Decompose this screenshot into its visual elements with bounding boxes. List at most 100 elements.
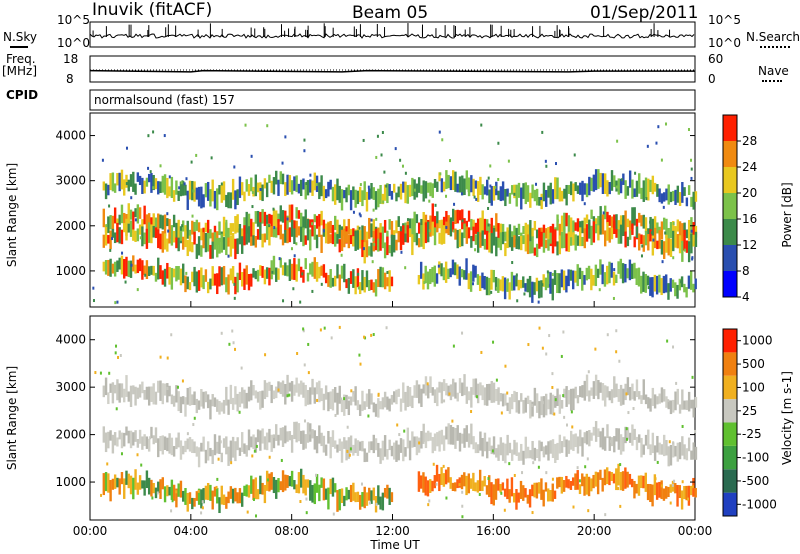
power-echo-mark xyxy=(601,218,605,235)
velocity-echo-mark xyxy=(399,438,403,453)
velocity-scatter-mark xyxy=(170,509,173,513)
velocity-echo-mark xyxy=(302,430,305,450)
velocity-echo-mark xyxy=(676,442,679,462)
power-scatter-mark xyxy=(320,282,323,286)
velocity-echo-mark xyxy=(569,430,573,450)
velocity-echo-mark xyxy=(456,392,459,402)
power-echo-mark xyxy=(628,230,632,240)
power-echo-mark xyxy=(336,264,339,279)
power-echo-mark xyxy=(662,217,666,230)
velocity-echo-mark xyxy=(665,486,668,499)
power-echo-mark xyxy=(395,192,398,202)
power-echo-mark xyxy=(327,275,330,287)
power-echo-mark xyxy=(197,186,201,207)
power-echo-mark xyxy=(633,236,636,248)
velocity-echo-mark xyxy=(594,374,598,396)
velocity-echo-mark xyxy=(656,435,659,453)
power-scatter-mark xyxy=(672,222,675,226)
power-echo-mark xyxy=(494,276,498,291)
velocity-echo-mark xyxy=(268,381,271,391)
power-echo-mark xyxy=(299,266,303,278)
power-echo-mark xyxy=(390,276,394,287)
power-echo-mark xyxy=(565,184,568,206)
velocity-echo-mark xyxy=(408,440,412,461)
velocity-echo-mark xyxy=(311,484,314,503)
power-echo-mark xyxy=(327,181,330,197)
power-echo-mark xyxy=(533,220,537,231)
power-scatter-mark xyxy=(295,242,298,246)
power-echo-mark xyxy=(569,269,573,281)
power-echo-mark xyxy=(281,265,285,276)
power-echo-mark xyxy=(334,215,337,230)
velocity-echo-mark xyxy=(309,387,312,405)
velocity-echo-mark xyxy=(676,484,679,507)
power-echo-mark xyxy=(370,242,373,257)
power-scatter-mark xyxy=(613,268,616,272)
power-echo-mark xyxy=(177,237,180,252)
power-scatter-mark xyxy=(401,164,404,168)
velocity-echo-mark xyxy=(565,439,568,457)
velocity-echo-mark xyxy=(356,491,360,503)
velocity-echo-mark xyxy=(665,440,668,456)
velocity-echo-mark xyxy=(272,434,276,449)
power-ytick-label: 3000 xyxy=(55,174,86,188)
velocity-echo-mark xyxy=(490,445,493,455)
velocity-echo-mark xyxy=(599,382,602,393)
velocity-echo-mark xyxy=(299,380,303,395)
power-scatter-mark xyxy=(650,231,653,235)
power-echo-mark xyxy=(227,237,230,247)
power-echo-mark xyxy=(132,171,135,192)
power-scatter-mark xyxy=(513,192,516,196)
velocity-echo-mark xyxy=(419,475,423,489)
power-echo-mark xyxy=(182,181,185,196)
power-echo-mark xyxy=(687,185,691,195)
velocity-echo-mark xyxy=(504,393,507,406)
velocity-echo-mark xyxy=(569,480,573,490)
power-echo-mark xyxy=(211,179,214,202)
velocity-echo-mark xyxy=(647,397,650,409)
velocity-scatter-mark xyxy=(427,503,430,507)
power-echo-mark xyxy=(240,228,244,241)
velocity-scatter-mark xyxy=(266,478,269,482)
power-echo-mark xyxy=(370,183,373,199)
power-scatter-mark xyxy=(690,158,693,162)
power-echo-mark xyxy=(615,274,618,284)
velocity-echo-mark xyxy=(424,432,428,449)
velocity-echo-mark xyxy=(420,431,423,449)
power-scatter-mark xyxy=(183,182,186,186)
power-echo-mark xyxy=(172,231,176,243)
power-scatter-mark xyxy=(311,222,314,226)
power-echo-mark xyxy=(435,273,439,284)
power-scatter-mark xyxy=(282,299,285,303)
velocity-echo-mark xyxy=(172,484,176,501)
power-scatter-mark xyxy=(303,149,306,153)
velocity-echo-mark xyxy=(388,398,391,412)
velocity-echo-mark xyxy=(449,477,452,489)
velocity-scatter-mark xyxy=(537,465,540,469)
velocity-echo-mark xyxy=(678,485,682,499)
velocity-echo-mark xyxy=(297,472,301,494)
power-echo-mark xyxy=(649,229,652,242)
power-echo-mark xyxy=(363,276,366,293)
power-echo-mark xyxy=(628,220,632,232)
velocity-echo-mark xyxy=(347,437,351,459)
velocity-echo-mark xyxy=(343,437,346,449)
power-echo-mark xyxy=(644,230,648,246)
power-scatter-mark xyxy=(381,130,384,134)
power-echo-mark xyxy=(524,242,527,252)
velocity-colorbar-segment xyxy=(723,375,737,400)
velocity-echo-mark xyxy=(216,399,219,412)
power-echo-mark xyxy=(231,266,235,284)
power-echo-mark xyxy=(495,236,498,257)
velocity-echo-mark xyxy=(225,496,228,509)
power-echo-mark xyxy=(390,190,394,200)
power-echo-mark xyxy=(501,231,505,245)
velocity-echo-mark xyxy=(658,481,661,498)
power-echo-mark xyxy=(431,203,434,226)
power-echo-mark xyxy=(517,236,521,250)
power-echo-mark xyxy=(651,235,655,256)
velocity-scatter-mark xyxy=(330,336,333,340)
power-echo-mark xyxy=(576,218,580,232)
velocity-echo-mark xyxy=(368,389,371,409)
power-echo-mark xyxy=(465,226,469,244)
